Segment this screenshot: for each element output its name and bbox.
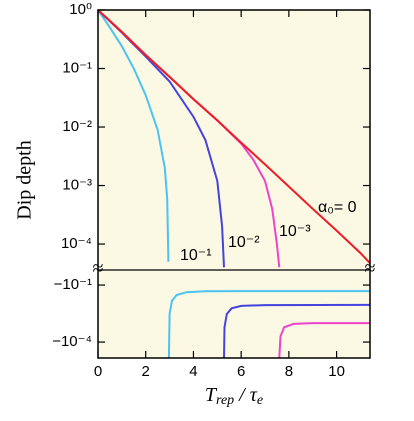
x-tick-label: 0	[94, 363, 102, 380]
x-tick-label: 6	[237, 363, 245, 380]
break-mark: ≈	[93, 258, 104, 280]
plot-background	[98, 10, 370, 358]
y-tick-label: 10⁻⁴	[61, 235, 92, 252]
x-tick-label: 2	[142, 363, 150, 380]
y-tick-label: 10⁻³	[62, 176, 92, 193]
x-tick-label: 10	[328, 363, 345, 380]
line	[97, 9, 371, 264]
line	[167, 290, 370, 358]
x-axis-label: Trep / τe	[205, 384, 263, 409]
y-axis-label: Dip depth	[14, 140, 36, 219]
line	[223, 303, 371, 358]
x-label-part: / τ	[234, 384, 258, 406]
curve-label: α₀= 0	[318, 199, 357, 216]
x-tick-label: 4	[189, 363, 197, 380]
x-tick-label: 8	[285, 363, 293, 380]
y-tick-label: 10⁻¹	[62, 59, 92, 76]
y-tick-label: 10⁰	[69, 1, 92, 18]
y-tick-label: −10⁻¹	[54, 276, 92, 293]
x-label-part: e	[257, 393, 263, 408]
plot-frame	[97, 9, 371, 359]
x-label-part: rep	[216, 393, 234, 408]
x-label-part: T	[205, 384, 218, 406]
curve-label: 10⁻¹	[180, 247, 212, 264]
y-tick-label: 10⁻²	[62, 118, 92, 135]
curve-label: 10⁻²	[228, 234, 260, 251]
line	[278, 322, 370, 358]
curve-label: 10⁻³	[279, 223, 311, 240]
break-mark: ≈	[365, 258, 376, 280]
line	[97, 9, 170, 262]
y-tick-label: −10⁻⁴	[52, 333, 92, 350]
